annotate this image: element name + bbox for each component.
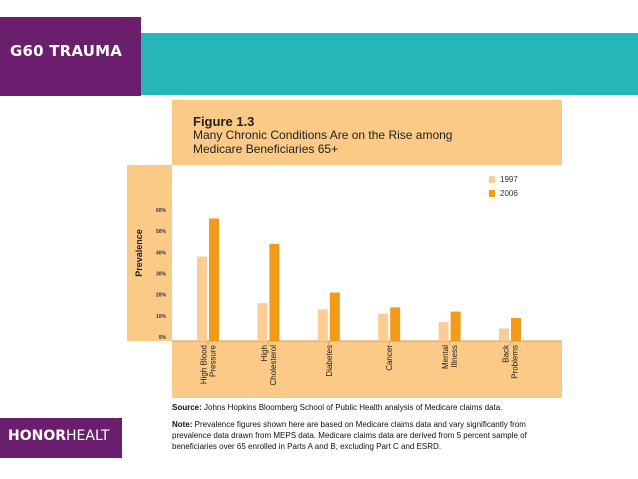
x-tick-label: Pressure [209,344,218,377]
figure-subtitle: Many Chronic Conditions Are on the Rise … [193,128,513,156]
legend-label-2006: 2006 [500,189,518,198]
bar-2006-2 [329,292,340,341]
source-note: Source: Johns Hopkins Bloomberg School o… [172,403,572,412]
slide-title: G60 TRAUMA [10,42,123,60]
plot-area [172,165,562,341]
x-tick-label: Diabetes [325,345,334,377]
x-tick-label: Back [502,344,511,363]
x-tick-label: Problems [511,345,520,379]
legend-swatch-1997 [489,176,495,183]
y-axis-panel [127,165,172,341]
title-banner [0,17,141,96]
figure-subtitle-line-1: Many Chronic Conditions Are on the Rise … [193,128,453,142]
note-text: Prevalence figures shown here are based … [172,420,527,451]
bar-2006-1 [269,243,280,341]
footnote: Note: Prevalence figures shown here are … [172,419,567,452]
y-tick-label: 20% [156,293,167,299]
brand-rest: HEALT [66,428,110,444]
bar-1997-3 [378,313,389,341]
y-tick-label: 30% [156,272,167,278]
header-accent-bar [141,33,638,95]
bar-1997-4 [438,322,449,341]
legend-label-1997: 1997 [500,175,518,184]
y-tick-label: 40% [156,250,167,256]
y-axis-title: Prevalence [134,229,144,277]
brand-logo: HONORHEALT [8,428,122,444]
y-tick-label: 50% [156,229,167,235]
x-tick-label: Cancer [385,345,394,371]
brand-logo-box [0,418,122,458]
bar-2006-3 [390,307,401,341]
brand-bold: HONOR [8,428,67,444]
bar-1997-1 [257,303,268,341]
figure-subtitle-line-2: Medicare Beneficiaries 65+ [193,142,339,156]
source-text: Johns Hopkins Bloomberg School of Public… [201,403,503,412]
figure-header-panel [172,100,562,168]
bar-2006-0 [209,218,219,341]
y-tick-label: 10% [156,314,167,320]
bar-1997-5 [499,328,509,341]
bar-1997-2 [317,309,328,341]
bar-2006-5 [511,317,521,341]
y-tick-label: 0% [159,335,167,341]
bar-2006-4 [450,311,461,341]
x-tick-label: Mental [441,345,450,369]
x-tick-label: High [260,345,269,361]
x-tick-label: High Blood [200,345,209,384]
note-label: Note: [172,420,193,429]
legend-swatch-2006 [489,190,495,197]
bar-1997-0 [197,256,207,341]
source-label: Source: [172,403,202,412]
figure-number: Figure 1.3 [193,114,255,129]
x-tick-label: Illness [450,345,459,368]
x-axis-panel [172,341,562,398]
y-tick-label: 60% [156,208,167,214]
x-tick-label: Cholesterol [269,345,278,386]
